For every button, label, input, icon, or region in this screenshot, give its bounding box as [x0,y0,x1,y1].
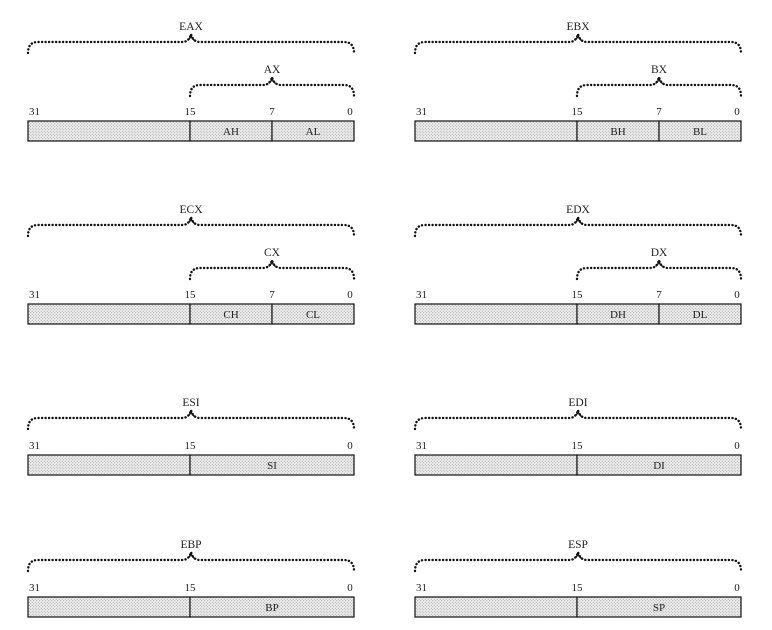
register-eax-sub-brace-tip [268,76,276,84]
register-eax-full-label: EAX [179,21,203,33]
register-ebx-full-label: EBX [567,21,591,33]
register-eax-full-brace [26,32,356,55]
register-edi-full-brace [413,408,743,431]
register-ebx-full-brace-tip [574,33,582,41]
register-edi-full-label: EDI [568,397,587,409]
register-edi-cell-di [576,454,742,476]
register-edx: EDX DX 31 15 7 0 DH DL [413,204,743,325]
register-ebx-cell-upper [414,120,578,142]
register-ebp-cell-bp [189,596,355,618]
register-esp-full-brace [413,550,743,573]
register-edx-cell-label-dh: DH [610,309,626,321]
register-ecx-cell-upper [27,303,191,325]
register-edi-cell-label-di: DI [653,460,665,472]
register-eax-sub-label: AX [264,64,281,76]
register-edx-full-brace [413,215,743,238]
register-esi: ESI 31 15 0 SI [26,397,356,476]
register-ebp-cell-upper [27,596,191,618]
register-ecx-full-brace-tip [187,216,195,224]
register-ebp-full-brace-tip [187,551,195,559]
register-ebp-full-brace [26,550,356,573]
register-edx-cell-upper [414,303,578,325]
register-ebx-sub-label: BX [651,64,668,76]
register-ebx-cell-label-bl: BL [693,126,707,138]
register-edx-bit-7: 7 [656,289,662,301]
register-ecx-bit-0: 0 [347,289,353,301]
register-edx-bit-31: 31 [416,289,427,301]
register-eax-bit-15: 15 [185,106,197,118]
register-edi-bit-31: 31 [416,440,427,452]
register-esp-full-brace-tip [574,551,582,559]
register-esi-bit-0: 0 [347,440,353,452]
register-ebx: EBX BX 31 15 7 0 BH BL [413,21,743,142]
register-eax-cell-al [271,120,355,142]
register-eax-cell-upper [27,120,191,142]
register-esp-bit-15: 15 [572,582,584,594]
register-ebp-cell-label-bp: BP [265,602,278,614]
register-esi-bit-15: 15 [185,440,197,452]
register-esi-cell-upper [27,454,191,476]
register-ecx-cell-label-cl: CL [306,309,320,321]
register-edx-full-label: EDX [566,204,590,216]
register-eax-full-brace-tip [187,33,195,41]
register-ecx-cell-cl [271,303,355,325]
register-eax-bit-7: 7 [269,106,275,118]
register-esi-cell-label-si: SI [267,460,277,472]
register-esi-full-brace-tip [187,409,195,417]
register-ecx-bit-31: 31 [29,289,40,301]
register-ecx-cell-label-ch: CH [223,309,238,321]
register-edi-bit-15: 15 [572,440,584,452]
register-esp-cell-label-sp: SP [653,602,665,614]
register-ebx-bit-15: 15 [572,106,584,118]
register-ecx-bit-7: 7 [269,289,275,301]
register-ebx-cell-label-bh: BH [610,126,625,138]
register-ebx-cell-bl [658,120,742,142]
register-esi-bit-31: 31 [29,440,40,452]
register-ecx-full-label: ECX [180,204,204,216]
register-esi-full-label: ESI [182,397,199,409]
register-ebp-bit-15: 15 [185,582,197,594]
register-esp-bit-31: 31 [416,582,427,594]
register-esp-bit-0: 0 [734,582,740,594]
register-ecx-full-brace [26,215,356,238]
register-ebp-bit-31: 31 [29,582,40,594]
register-esp: ESP 31 15 0 SP [413,539,743,618]
register-esi-cell-si [189,454,355,476]
register-ecx-sub-label: CX [264,247,281,259]
register-edx-cell-label-dl: DL [693,309,708,321]
register-ecx-sub-brace-tip [268,259,276,267]
register-ebx-bit-7: 7 [656,106,662,118]
register-edx-sub-label: DX [651,247,668,259]
register-eax-bit-0: 0 [347,106,353,118]
register-esp-full-label: ESP [568,539,588,551]
register-edi: EDI 31 15 0 DI [413,397,743,476]
register-edx-bit-0: 0 [734,289,740,301]
register-ebx-bit-31: 31 [416,106,427,118]
register-esp-cell-upper [414,596,578,618]
register-edx-full-brace-tip [574,216,582,224]
register-edi-full-brace-tip [574,409,582,417]
register-ebp-full-label: EBP [180,539,201,551]
register-esp-cell-sp [576,596,742,618]
register-ecx: ECX CX 31 15 7 0 CH CL [26,204,356,325]
register-ebx-full-brace [413,32,743,55]
register-eax-bit-31: 31 [29,106,40,118]
register-edi-cell-upper [414,454,578,476]
register-eax: EAX AX 31 15 7 0 AH AL [26,21,356,142]
register-ebp: EBP 31 15 0 BP [26,539,356,618]
register-ebx-bit-0: 0 [734,106,740,118]
register-ecx-bit-15: 15 [185,289,197,301]
register-edx-bit-15: 15 [572,289,584,301]
register-eax-cell-label-ah: AH [223,126,239,138]
register-eax-cell-label-al: AL [306,126,321,138]
register-edx-sub-brace-tip [655,259,663,267]
register-edi-bit-0: 0 [734,440,740,452]
register-ebx-sub-brace-tip [655,76,663,84]
register-esi-full-brace [26,408,356,431]
register-edx-cell-dl [658,303,742,325]
register-ebp-bit-0: 0 [347,582,353,594]
